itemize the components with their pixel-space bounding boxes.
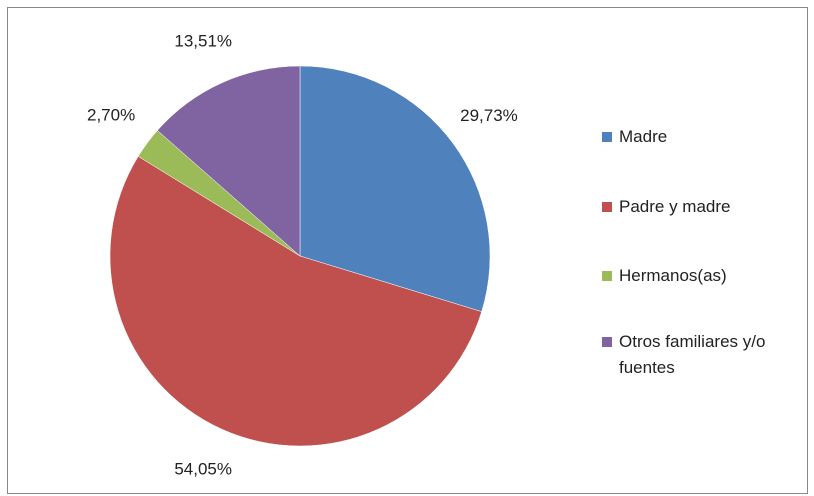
legend-entry: Otros familiares y/o fuentes	[602, 329, 807, 381]
legend-label: Otros familiares y/o fuentes	[619, 332, 766, 377]
legend-swatch	[602, 337, 612, 347]
legend-entry: Hermanos(as)	[602, 263, 807, 289]
pie-slice	[157, 65, 301, 257]
pie-slice	[299, 65, 491, 312]
pie-slice	[109, 155, 482, 447]
data-label: 13,51%	[174, 31, 232, 50]
legend-swatch	[602, 271, 612, 281]
legend-label: Madre	[619, 127, 668, 146]
legend-entry: Padre y madre	[602, 194, 807, 220]
chart-frame	[7, 7, 808, 494]
legend-swatch	[602, 202, 612, 212]
legend-swatch	[602, 132, 612, 142]
legend-label: Hermanos(as)	[619, 266, 727, 285]
legend-entry: Madre	[602, 124, 807, 150]
data-label: 29,73%	[460, 106, 518, 125]
legend-label: Padre y madre	[619, 197, 731, 216]
legend: Madre Padre y madre Hermanos(as) Otros fami…	[602, 124, 807, 381]
data-label: 54,05%	[174, 460, 232, 479]
data-label: 2,70%	[87, 106, 135, 125]
